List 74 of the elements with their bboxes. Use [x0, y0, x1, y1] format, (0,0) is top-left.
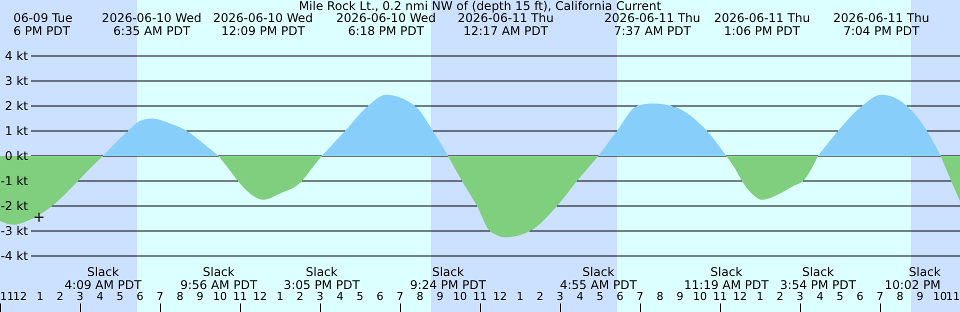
x-tick-label: 2: [56, 290, 64, 303]
y-tick-label: -2 kt: [0, 199, 28, 213]
x-tick-label: 5: [596, 290, 604, 303]
x-tick-label: 12: [493, 290, 507, 303]
x-tick-label: 3: [316, 290, 324, 303]
x-tick-label: 4: [576, 290, 584, 303]
x-tick-label: 8: [176, 290, 184, 303]
annotation: 2026-06-11 Thu 7:37 AM PDT: [604, 11, 700, 38]
x-tick-label: 8: [896, 290, 904, 303]
x-tick-label: 1: [756, 290, 764, 303]
x-tick-label: 4: [336, 290, 344, 303]
annotation: Slack 3:54 PM PDT: [780, 265, 857, 292]
annotation: 2026-06-10 Wed 12:09 PM PDT: [213, 11, 313, 38]
annotation: Slack 10:02 PM: [884, 265, 941, 292]
annotation: 2026-06-11 Thu 7:04 PM PDT: [833, 11, 930, 38]
x-tick-label: 1: [36, 290, 44, 303]
x-tick-label: 5: [356, 290, 364, 303]
x-tick-label: 3: [76, 290, 84, 303]
y-tick-label: -3 kt: [0, 224, 28, 238]
annotation: Slack 9:56 AM PDT: [180, 265, 258, 292]
x-tick-label: 8: [656, 290, 664, 303]
annotation: 2026-06-11 Thu 1:06 PM PDT: [714, 11, 810, 38]
chart-title: Mile Rock Lt., 0.2 nmi NW of (depth 15 ft), California Current: [298, 0, 662, 13]
x-tick-label: 6: [616, 290, 624, 303]
annotation: Slack 4:09 AM PDT: [64, 265, 142, 292]
x-tick-label: 11: [713, 290, 727, 303]
x-tick-label: 10: [453, 290, 467, 303]
x-tick-label: 12: [253, 290, 267, 303]
x-tick-label: 2: [296, 290, 304, 303]
x-tick-label: 1: [276, 290, 284, 303]
annotation: 06-09 Tue 6 PM PDT: [13, 11, 73, 38]
y-tick-label: 2 kt: [4, 99, 28, 113]
annotation: Slack 3:05 PM PDT: [284, 265, 360, 292]
x-tick-label: 12: [13, 290, 27, 303]
annotation: 2026-06-10 Wed 6:18 PM PDT: [336, 11, 436, 38]
x-tick-label: 7: [876, 290, 884, 303]
x-tick-label: 9: [196, 290, 204, 303]
annotation: Slack 9:24 PM PDT: [410, 265, 487, 292]
x-tick-label: 10: [933, 290, 947, 303]
annotation: 2026-06-11 Thu 12:17 AM PDT: [458, 11, 554, 38]
x-tick-label: 9: [676, 290, 684, 303]
y-tick-label: -1 kt: [0, 174, 28, 188]
x-tick-label: 3: [556, 290, 564, 303]
x-tick-label: 2: [536, 290, 544, 303]
x-tick-label: 6: [136, 290, 144, 303]
x-tick-label: 7: [396, 290, 404, 303]
x-tick-label: 4: [816, 290, 824, 303]
x-tick-label: 11: [946, 290, 960, 303]
x-tick-label: 3: [796, 290, 804, 303]
y-tick-label: 3 kt: [4, 74, 28, 88]
x-tick-label: 2: [776, 290, 784, 303]
y-tick-label: -4 kt: [0, 249, 28, 263]
x-tick-label: 5: [116, 290, 124, 303]
x-tick-label: 8: [416, 290, 424, 303]
x-tick-label: 5: [836, 290, 844, 303]
y-tick-label: 1 kt: [4, 124, 28, 138]
annotation: 2026-06-10 Wed 6:35 AM PDT: [102, 11, 202, 38]
x-tick-label: 6: [856, 290, 864, 303]
x-tick-label: 7: [156, 290, 164, 303]
x-tick-label: 9: [436, 290, 444, 303]
x-tick-label: 12: [733, 290, 747, 303]
x-tick-label: 6: [376, 290, 384, 303]
x-tick-label: 10: [213, 290, 227, 303]
x-tick-label: 4: [96, 290, 104, 303]
annotation: Slack 4:55 AM PDT: [560, 265, 638, 292]
x-tick-label: 11: [233, 290, 247, 303]
x-tick-label: 9: [916, 290, 924, 303]
x-tick-label: 1: [516, 290, 524, 303]
x-tick-label: 7: [636, 290, 644, 303]
annotation: Slack 11:19 AM PDT: [684, 265, 770, 292]
y-tick-label: 4 kt: [4, 49, 28, 63]
x-tick-label: 11: [473, 290, 487, 303]
x-tick-label: 11: [0, 290, 14, 303]
x-tick-label: 10: [693, 290, 707, 303]
